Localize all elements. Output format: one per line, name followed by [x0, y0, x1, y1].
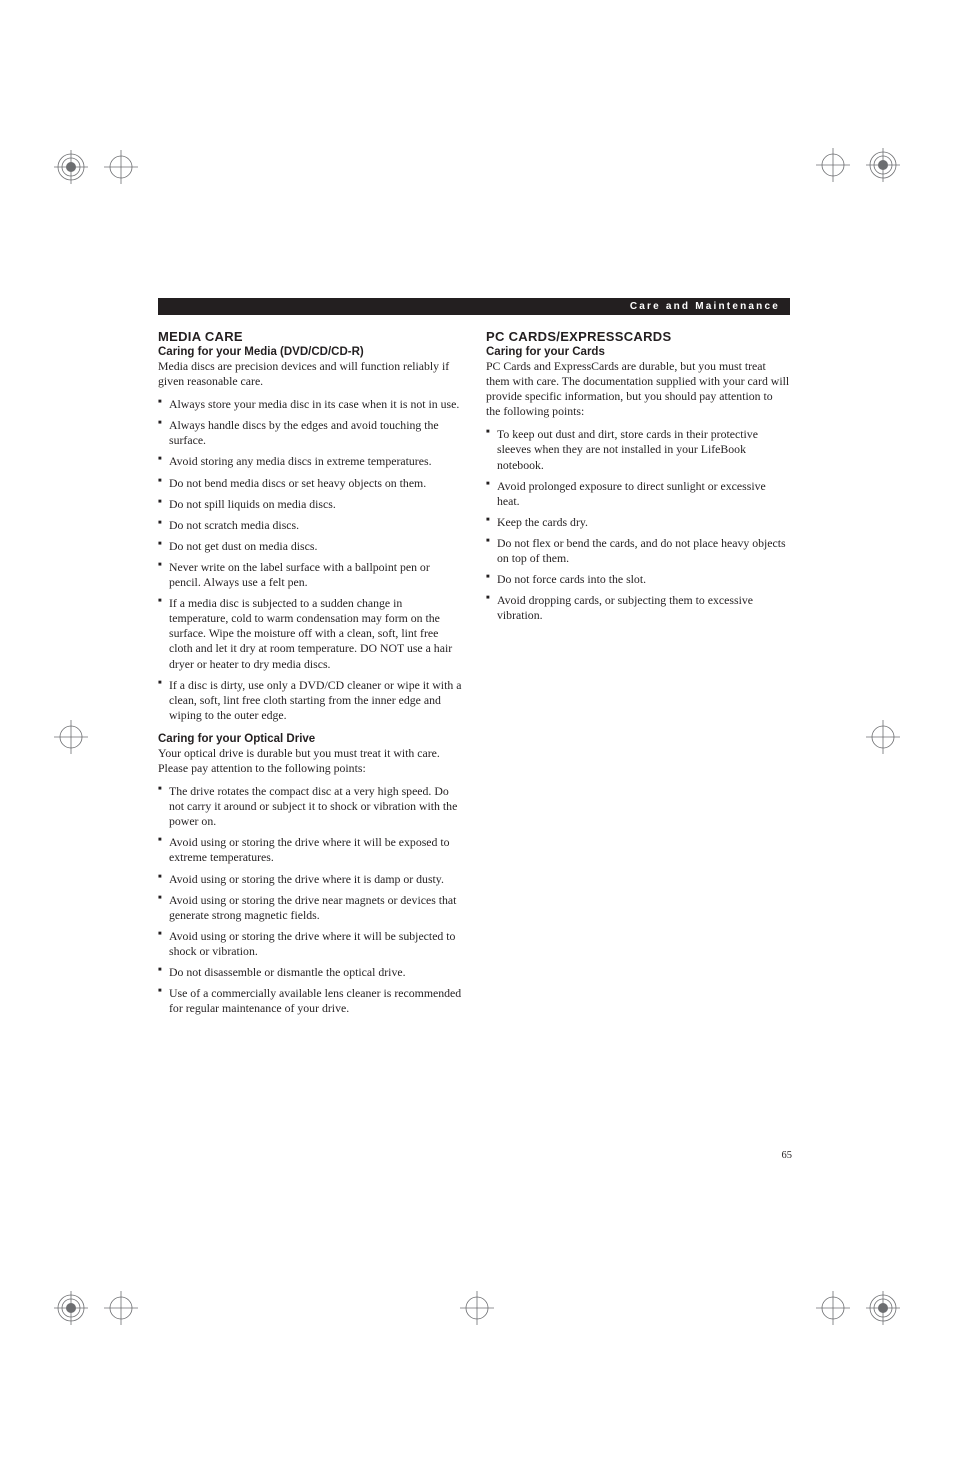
reg-mark-top-right-inner — [816, 148, 850, 182]
list-item: Do not disassemble or dismantle the opti… — [158, 965, 462, 980]
list-item: Avoid using or storing the drive near ma… — [158, 893, 462, 923]
caring-media-title: Caring for your Media (DVD/CD/CD-R) — [158, 346, 462, 358]
right-column: PC CARDS/EXPRESSCARDS Caring for your Ca… — [486, 329, 790, 1026]
pc-cards-title: PC CARDS/EXPRESSCARDS — [486, 329, 790, 344]
caring-cards-title: Caring for your Cards — [486, 346, 790, 358]
list-item: If a disc is dirty, use only a DVD/CD cl… — [158, 678, 462, 723]
list-item: Avoid dropping cards, or subjecting them… — [486, 593, 790, 623]
columns: MEDIA CARE Caring for your Media (DVD/CD… — [158, 329, 790, 1026]
list-item: Do not scratch media discs. — [158, 518, 462, 533]
list-item: To keep out dust and dirt, store cards i… — [486, 427, 790, 472]
media-care-title: MEDIA CARE — [158, 329, 462, 344]
reg-mark-mid-right — [866, 720, 900, 754]
reg-mark-top-right-outer — [866, 148, 900, 182]
header-bar: Care and Maintenance — [158, 298, 790, 315]
list-item: Avoid using or storing the drive where i… — [158, 872, 462, 887]
caring-media-intro: Media discs are precision devices and wi… — [158, 359, 462, 389]
reg-mark-mid-left — [54, 720, 88, 754]
list-item: Do not bend media discs or set heavy obj… — [158, 476, 462, 491]
list-item: Avoid storing any media discs in extreme… — [158, 454, 462, 469]
list-item: Avoid using or storing the drive where i… — [158, 835, 462, 865]
reg-mark-bottom-right-inner — [816, 1291, 850, 1325]
optical-bullets: The drive rotates the compact disc at a … — [158, 784, 462, 1016]
caring-optical-intro: Your optical drive is durable but you mu… — [158, 746, 462, 776]
list-item: Use of a commercially available lens cle… — [158, 986, 462, 1016]
reg-mark-bottom-left-outer — [54, 1291, 88, 1325]
list-item: Avoid prolonged exposure to direct sunli… — [486, 479, 790, 509]
page: Care and Maintenance MEDIA CARE Caring f… — [0, 0, 954, 1475]
list-item: Keep the cards dry. — [486, 515, 790, 530]
list-item: Do not get dust on media discs. — [158, 539, 462, 554]
list-item: Always store your media disc in its case… — [158, 397, 462, 412]
list-item: Always handle discs by the edges and avo… — [158, 418, 462, 448]
reg-mark-bottom-left-inner — [104, 1291, 138, 1325]
reg-mark-top-left-outer — [54, 150, 88, 184]
list-item: The drive rotates the compact disc at a … — [158, 784, 462, 829]
list-item: Do not force cards into the slot. — [486, 572, 790, 587]
reg-mark-bottom-center — [460, 1291, 494, 1325]
left-column: MEDIA CARE Caring for your Media (DVD/CD… — [158, 329, 462, 1026]
reg-mark-top-left-inner — [104, 150, 138, 184]
list-item: If a media disc is subjected to a sudden… — [158, 596, 462, 671]
page-number: 65 — [782, 1150, 793, 1161]
list-item: Never write on the label surface with a … — [158, 560, 462, 590]
cards-bullets: To keep out dust and dirt, store cards i… — [486, 427, 790, 623]
reg-mark-bottom-right-outer — [866, 1291, 900, 1325]
list-item: Do not flex or bend the cards, and do no… — [486, 536, 790, 566]
header-text: Care and Maintenance — [630, 301, 780, 312]
list-item: Avoid using or storing the drive where i… — [158, 929, 462, 959]
content-area: Care and Maintenance MEDIA CARE Caring f… — [158, 298, 790, 1026]
caring-optical-title: Caring for your Optical Drive — [158, 733, 462, 745]
caring-cards-intro: PC Cards and ExpressCards are durable, b… — [486, 359, 790, 419]
media-bullets: Always store your media disc in its case… — [158, 397, 462, 723]
list-item: Do not spill liquids on media discs. — [158, 497, 462, 512]
